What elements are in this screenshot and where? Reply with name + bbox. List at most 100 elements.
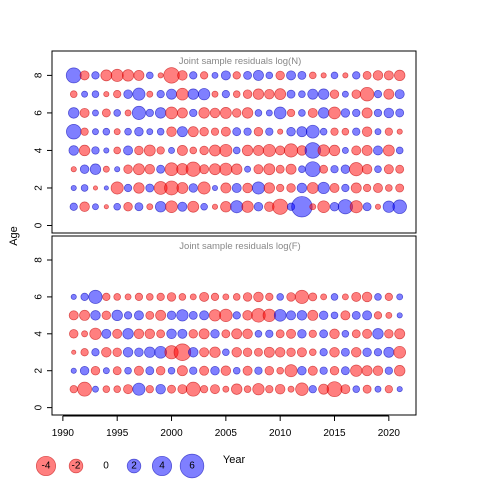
residual-bubble xyxy=(307,88,319,100)
residual-bubble xyxy=(131,105,146,120)
bubbles xyxy=(68,289,406,398)
residual-bubble xyxy=(232,127,242,137)
residual-bubble xyxy=(352,71,361,80)
residual-bubble xyxy=(187,126,199,138)
residual-bubble xyxy=(318,310,329,321)
residual-bubble xyxy=(209,144,221,157)
panel-logF: Joint sample residuals log(F) 0 2 4 6 8 xyxy=(34,235,417,416)
residual-bubble xyxy=(395,164,405,174)
residual-bubble xyxy=(265,71,274,80)
residual-bubble xyxy=(113,128,121,136)
residual-bubble xyxy=(242,292,253,302)
residual-bubble xyxy=(385,311,393,319)
residual-bubble xyxy=(124,109,132,117)
residual-bubble xyxy=(89,327,102,340)
x-tick-label: 2005 xyxy=(215,428,238,439)
residual-bubble xyxy=(275,145,286,156)
residual-bubble xyxy=(199,291,210,302)
panel-title: Joint sample residuals log(N) xyxy=(179,56,302,67)
residual-bubble xyxy=(121,69,135,82)
residual-bubble xyxy=(134,127,144,137)
legend-label: 2 xyxy=(131,461,137,472)
residual-bubble xyxy=(328,106,341,120)
residual-bubble xyxy=(263,346,275,358)
residual-bubble xyxy=(123,164,133,174)
residual-bubble xyxy=(265,329,274,338)
residual-bubble xyxy=(156,90,165,99)
residual-bubble xyxy=(308,329,317,338)
residual-bubble xyxy=(101,328,112,339)
residual-bubble xyxy=(384,329,394,339)
residual-bubble xyxy=(291,196,313,218)
residual-bubble xyxy=(372,365,384,376)
residual-bubble xyxy=(273,106,287,120)
residual-bubble xyxy=(145,310,155,320)
residual-bubble xyxy=(351,145,362,156)
residual-bubble xyxy=(352,127,361,136)
residual-bubble xyxy=(241,200,254,213)
residual-bubble xyxy=(297,329,307,339)
residual-bubble xyxy=(286,127,296,137)
residual-bubble xyxy=(91,348,100,357)
residual-bubble xyxy=(329,328,340,339)
residual-bubble xyxy=(123,183,133,193)
residual-bubble xyxy=(286,89,296,99)
residual-bubble xyxy=(198,328,210,340)
residual-bubble xyxy=(165,106,178,120)
residual-bubble xyxy=(330,165,339,174)
residual-bubble xyxy=(253,145,264,156)
residual-bubble xyxy=(70,293,77,300)
residual-bubble xyxy=(374,293,382,301)
residual-bubble xyxy=(187,88,199,100)
residual-bubble xyxy=(146,293,154,301)
legend-bubble xyxy=(68,458,84,474)
residual-bubble xyxy=(164,180,179,196)
residual-bubble xyxy=(286,70,296,81)
residual-bubble xyxy=(254,109,263,117)
residual-bubble xyxy=(144,164,155,175)
residual-bubble xyxy=(307,107,318,118)
residual-bubble xyxy=(166,328,177,339)
residual-bubble xyxy=(362,202,372,212)
residual-bubble xyxy=(384,127,393,136)
residual-bubble xyxy=(79,309,91,321)
residual-bubble xyxy=(122,328,134,340)
residual-bubble xyxy=(232,71,241,80)
residual-bubble xyxy=(134,145,144,156)
residual-bubble xyxy=(274,88,287,101)
residual-bubble xyxy=(66,123,82,140)
residual-bubble xyxy=(123,384,133,395)
residual-bubble xyxy=(340,164,351,174)
residual-bubble xyxy=(362,310,373,321)
y-tick-label: 2 xyxy=(34,367,45,373)
residual-bubble xyxy=(101,108,111,118)
residual-bubble xyxy=(394,69,406,82)
residual-bubble xyxy=(352,108,361,118)
legend-bubble xyxy=(179,453,205,479)
residual-bubble xyxy=(188,310,198,320)
bubbles xyxy=(65,67,407,218)
residual-bubble xyxy=(395,183,405,193)
residual-bubble xyxy=(341,330,350,338)
residual-bubble xyxy=(383,88,395,100)
residual-bubble xyxy=(319,127,328,136)
residual-bubble xyxy=(199,145,209,156)
residual-bubble xyxy=(92,128,99,136)
residual-bubble xyxy=(188,329,198,339)
y-tick-label: 0 xyxy=(34,222,45,228)
residual-bubble xyxy=(79,164,90,174)
legend-label: 6 xyxy=(189,461,195,472)
residual-bubble xyxy=(166,310,177,321)
residual-bubble xyxy=(341,127,350,136)
residual-bubble xyxy=(92,109,99,117)
residual-bubble xyxy=(286,183,296,193)
residual-bubble xyxy=(298,109,306,117)
residual-bubble xyxy=(242,365,253,376)
residual-bubble xyxy=(242,347,253,357)
residual-bubble xyxy=(113,109,121,117)
y-tick-label: 4 xyxy=(34,331,45,337)
residual-bubble xyxy=(80,127,89,136)
legend-label: -2 xyxy=(72,461,81,472)
residual-bubble xyxy=(362,384,372,394)
residual-bubble xyxy=(71,349,77,355)
